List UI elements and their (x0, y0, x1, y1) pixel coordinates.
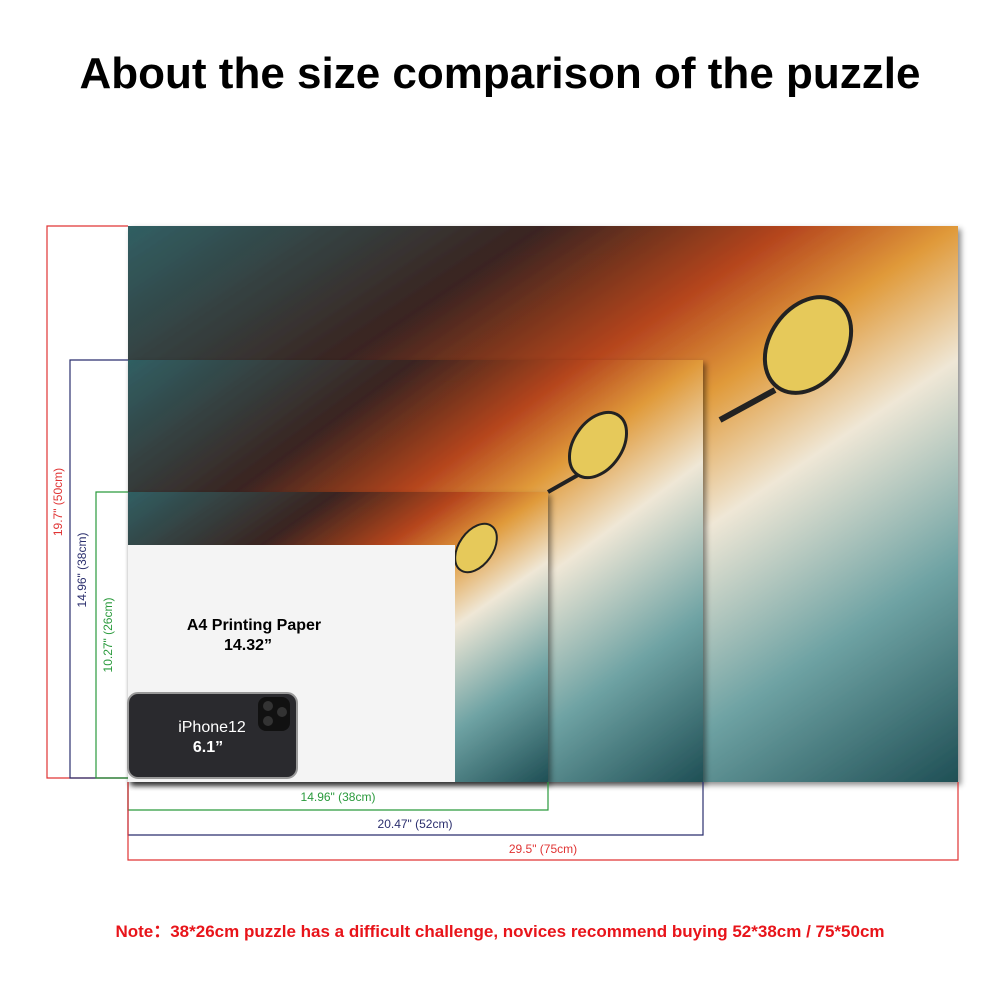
width-label: 20.47" (52cm) (378, 817, 453, 831)
width-label: 14.96" (38cm) (301, 790, 376, 804)
phone: iPhone12 6.1” (127, 692, 298, 779)
paper-size: 14.32” (224, 637, 272, 654)
title: About the size comparison of the puzzle (80, 49, 921, 98)
height-label: 19.7" (50cm) (51, 468, 65, 536)
dimension-lines (46, 225, 959, 861)
phone-name: iPhone12 (178, 719, 246, 736)
paper-name: A4 Printing Paper (187, 617, 321, 634)
height-label: 10.27" (26cm) (101, 598, 115, 673)
height-label: 14.96" (38cm) (75, 533, 89, 608)
note: Note：38*26cm puzzle has a difficult chal… (115, 922, 884, 941)
width-label: 29.5" (75cm) (509, 842, 577, 856)
phone-size: 6.1” (193, 739, 223, 756)
